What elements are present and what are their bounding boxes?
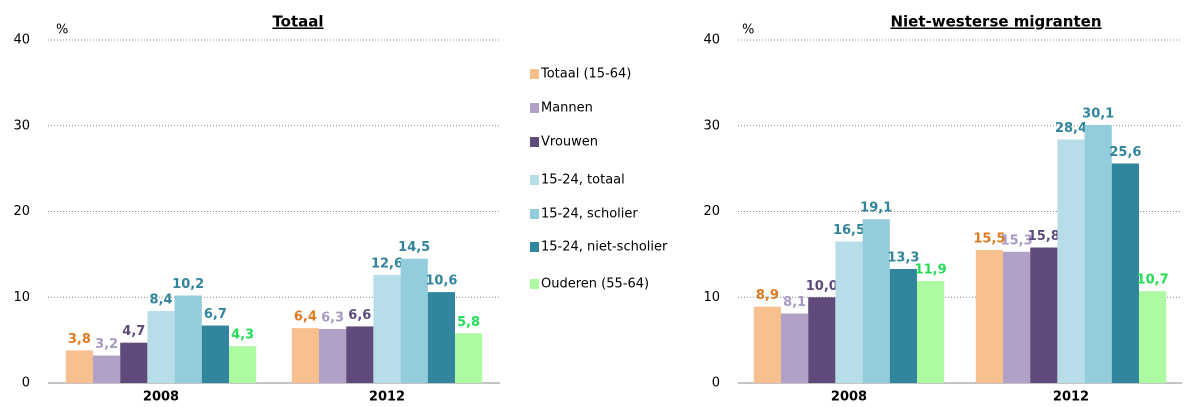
bar [753, 306, 781, 383]
bar [120, 342, 148, 383]
bar [229, 346, 257, 383]
x-tick-label: 2012 [1053, 390, 1089, 405]
value-label: 8,1 [783, 295, 806, 310]
legend-swatch [530, 103, 539, 113]
value-label: 30,1 [1082, 106, 1114, 121]
bar [862, 219, 890, 383]
legend-label: Ouderen (55-64) [541, 277, 649, 292]
value-label: 3,8 [68, 332, 91, 347]
bar [1084, 124, 1112, 383]
value-label: 10,7 [1137, 273, 1169, 288]
bar [427, 292, 455, 383]
bar [1139, 291, 1167, 383]
bar [889, 268, 917, 383]
y-tick-label: 10 [703, 290, 720, 305]
bar [201, 325, 229, 383]
value-label: 8,9 [756, 288, 779, 303]
value-label: 6,3 [321, 310, 344, 325]
legend-label: Mannen [541, 101, 593, 116]
x-tick-label: 2008 [831, 390, 867, 405]
bar [1111, 163, 1139, 383]
bar [319, 328, 347, 383]
bar [1057, 139, 1085, 383]
legend-swatch [530, 175, 539, 185]
value-label: 16,5 [833, 223, 865, 238]
value-label: 15,8 [1028, 229, 1060, 244]
value-label: 10,0 [806, 279, 838, 294]
value-label: 3,2 [95, 337, 118, 352]
legend-label: 15-24, scholier [541, 207, 638, 222]
bar [65, 350, 93, 383]
value-label: 11,9 [915, 262, 947, 277]
value-label: 15,3 [1001, 233, 1033, 248]
y-tick-label: 30 [703, 118, 720, 133]
bar [781, 313, 809, 383]
value-label: 6,4 [294, 310, 317, 325]
y-tick-label: 20 [13, 204, 30, 219]
legend-swatch [530, 137, 539, 147]
bar [346, 326, 374, 383]
value-label: 10,2 [172, 277, 204, 292]
value-label: 5,8 [457, 315, 480, 330]
legend-label: 15-24, niet-scholier [541, 240, 668, 255]
value-label: 6,6 [348, 308, 371, 323]
y-tick-label: 40 [703, 33, 720, 48]
y-tick-label: 30 [13, 118, 30, 133]
bar [93, 355, 121, 383]
value-label: 10,6 [425, 274, 457, 289]
bar [808, 297, 836, 383]
bar [835, 241, 863, 383]
y-tick-label: 0 [22, 376, 30, 391]
y-axis-label: % [56, 23, 68, 38]
value-label: 4,3 [231, 328, 254, 343]
value-label: 8,4 [149, 292, 172, 307]
legend-swatch [530, 242, 539, 252]
legend-swatch [530, 69, 539, 79]
bar [1003, 251, 1031, 383]
bar [975, 250, 1003, 383]
y-tick-label: 40 [13, 33, 30, 48]
y-tick-label: 20 [703, 204, 720, 219]
value-label: 13,3 [887, 250, 919, 265]
value-label: 6,7 [204, 307, 227, 322]
legend-label: 15-24, totaal [541, 173, 625, 188]
chart-title: Niet-westerse migranten [890, 13, 1101, 31]
legend-swatch [530, 279, 539, 289]
bar [147, 310, 175, 383]
bar [373, 274, 401, 383]
value-label: 15,5 [973, 232, 1005, 247]
bar [291, 328, 319, 383]
value-label: 14,5 [398, 240, 430, 255]
y-axis-label: % [742, 23, 754, 38]
legend-label: Totaal (15-64) [540, 67, 631, 82]
value-label: 28,4 [1055, 121, 1087, 136]
value-label: 19,1 [860, 201, 892, 216]
x-tick-label: 2012 [369, 390, 405, 405]
bar [400, 258, 428, 383]
y-tick-label: 10 [13, 290, 30, 305]
y-tick-label: 0 [712, 376, 720, 391]
bar [1030, 247, 1058, 383]
legend-swatch [530, 209, 539, 219]
value-label: 4,7 [122, 324, 145, 339]
bar [455, 333, 483, 383]
value-label: 25,6 [1109, 145, 1141, 160]
bar [174, 295, 202, 383]
chart-title: Totaal [272, 13, 323, 31]
x-tick-label: 2008 [143, 390, 179, 405]
legend-label: Vrouwen [541, 135, 598, 150]
value-label: 12,6 [371, 256, 403, 271]
bar [917, 280, 945, 383]
